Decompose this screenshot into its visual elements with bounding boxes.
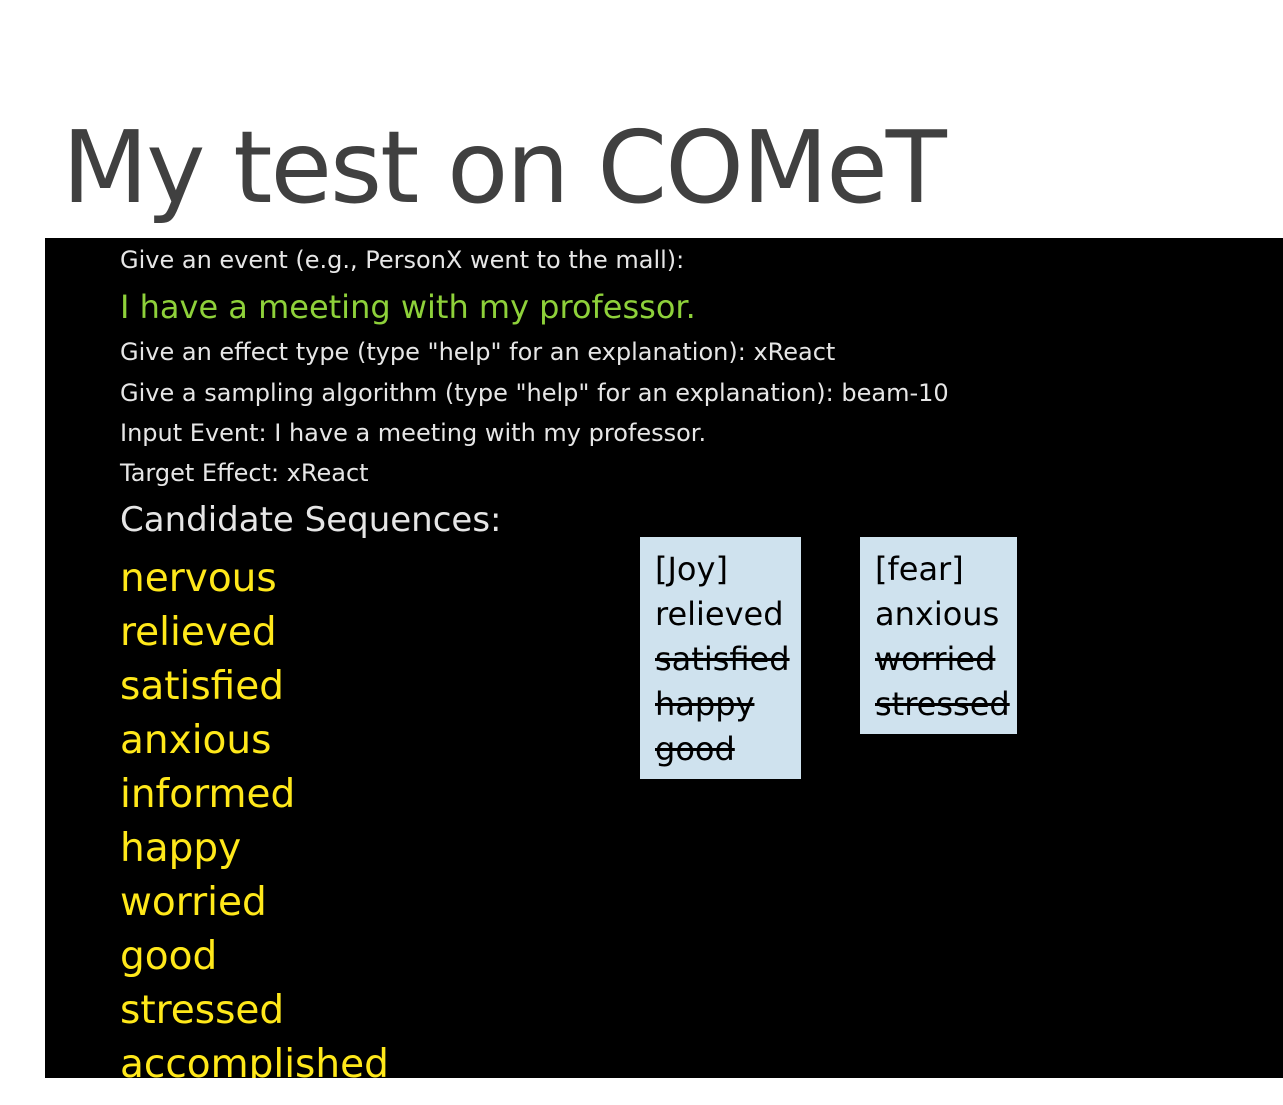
candidate-item: happy [120,826,242,871]
candidate-item: stressed [120,988,285,1033]
event-input: I have a meeting with my professor. [120,288,696,326]
joy-annotation-box: [Joy] relieved satisfied happy good [640,537,801,779]
input-event-line: Input Event: I have a meeting with my pr… [120,419,707,447]
fear-annotation-box: [fear] anxious worried stressed [860,537,1017,734]
joy-struck-word: satisfied [655,640,790,678]
candidate-list: nervous relieved satisfied anxious infor… [120,552,389,1078]
effect-type-prompt: Give an effect type (type "help" for an … [120,338,836,366]
slide-title: My test on COMeT [62,109,947,226]
joy-kept-word: relieved [655,595,784,633]
joy-struck-word: happy [655,685,755,723]
fear-label: [fear] [875,550,964,588]
joy-label: [Joy] [655,550,728,588]
candidate-item: accomplished [120,1042,389,1078]
target-effect-line: Target Effect: xReact [120,459,369,487]
candidate-item: informed [120,772,296,817]
candidate-item: good [120,934,218,979]
candidate-item: satisfied [120,664,284,709]
sampling-algorithm-prompt: Give a sampling algorithm (type "help" f… [120,379,949,407]
candidates-header: Candidate Sequences: [120,500,502,540]
candidate-item: relieved [120,610,277,655]
fear-kept-word: anxious [875,595,1000,633]
candidate-item: worried [120,880,267,925]
terminal-output: Give an event (e.g., PersonX went to the… [45,238,1283,1078]
event-prompt: Give an event (e.g., PersonX went to the… [120,246,685,274]
fear-struck-word: stressed [875,685,1010,723]
fear-struck-word: worried [875,640,996,678]
candidate-item: anxious [120,718,272,763]
joy-struck-word: good [655,730,735,768]
candidate-item: nervous [120,556,277,601]
